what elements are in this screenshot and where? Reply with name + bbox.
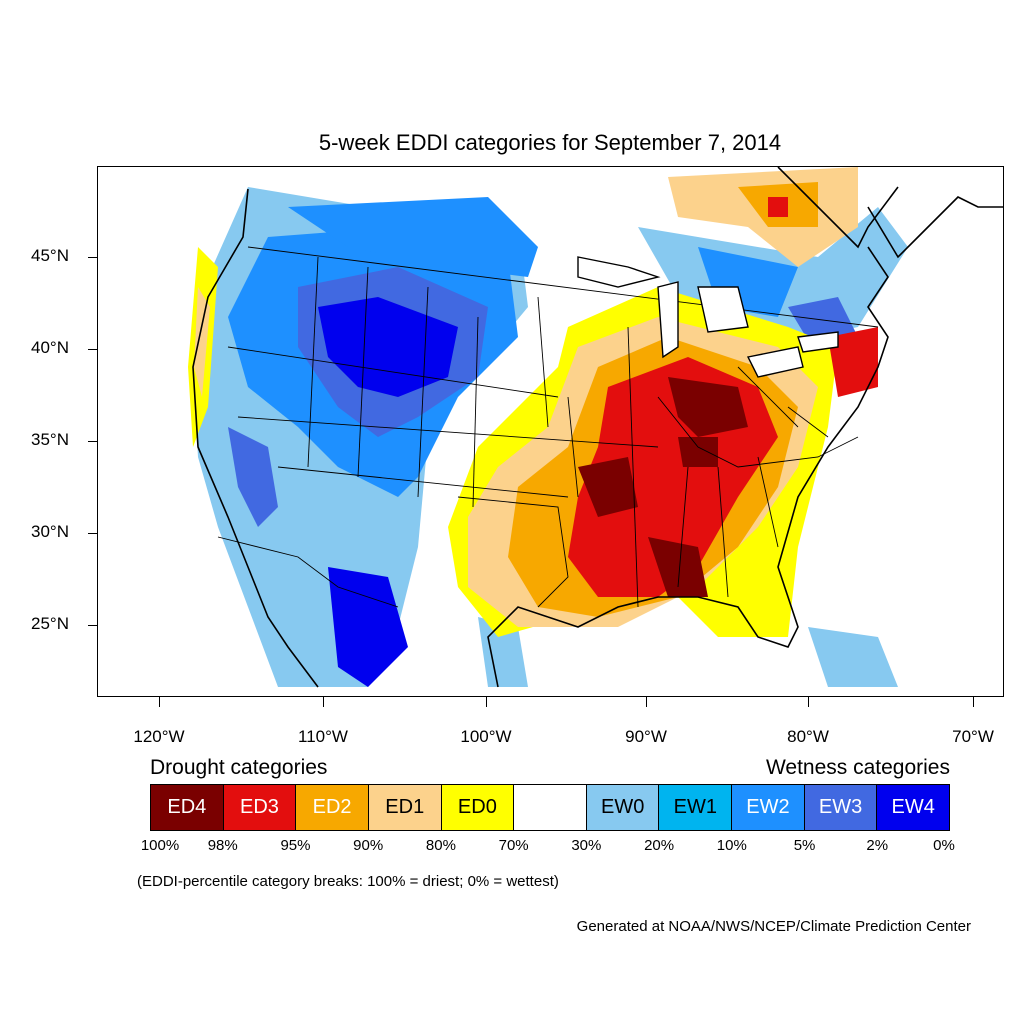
- wetness-categories-heading: Wetness categories: [765, 756, 950, 779]
- break-label: 0%: [933, 837, 955, 854]
- legend-swatch-ed1: ED1: [368, 785, 442, 830]
- legend-swatch-ed2: ED2: [296, 785, 369, 830]
- lat-tick-45: [88, 257, 97, 258]
- lon-tick-120: [159, 697, 160, 707]
- eddi-map-canvas: [188, 167, 1003, 688]
- break-label: 20%: [644, 837, 675, 854]
- eddi-map: [97, 166, 1004, 697]
- great-lakes: [577, 256, 839, 378]
- legend-swatch-ew2: EW2: [732, 785, 805, 830]
- break-label: 90%: [353, 837, 384, 854]
- legend-swatch-ed3: ED3: [223, 785, 297, 830]
- lon-tick-80: [808, 697, 809, 707]
- lon-tick-110: [323, 697, 324, 707]
- legend-swatch-ed0: ED0: [441, 785, 515, 830]
- state-borders: [217, 246, 879, 608]
- legend-swatch-ew3: EW3: [804, 785, 878, 830]
- legend-swatch-ed4: ED4: [151, 785, 224, 830]
- credit-line: Generated at NOAA/NWS/NCEP/Climate Predi…: [576, 918, 971, 935]
- lon-label-90: 90°W: [625, 727, 667, 746]
- break-label: 30%: [571, 837, 602, 854]
- lat-tick-40: [88, 349, 97, 350]
- legend-swatch-ew1: EW1: [659, 785, 733, 830]
- category-color-bar: ED4 ED3 ED2 ED1 ED0 EW0 EW1 EW2 EW3 EW4: [150, 784, 950, 831]
- break-label: 98%: [207, 837, 238, 854]
- lat-tick-35: [88, 441, 97, 442]
- break-label: 100%: [140, 837, 180, 854]
- lat-tick-25: [88, 625, 97, 626]
- drought-categories-heading: Drought categories: [150, 756, 328, 779]
- lat-label-30: 30°N: [31, 522, 69, 541]
- break-label: 2%: [866, 837, 889, 854]
- lon-tick-70: [973, 697, 974, 707]
- lat-label-25: 25°N: [31, 614, 69, 633]
- lat-label-35: 35°N: [31, 430, 69, 449]
- legend-swatch-ew4: EW4: [877, 785, 950, 830]
- lon-label-70: 70°W: [952, 727, 994, 746]
- coastlines: [192, 167, 1003, 688]
- break-label: 5%: [793, 837, 816, 854]
- break-label: 95%: [280, 837, 311, 854]
- lon-label-100: 100°W: [460, 727, 512, 746]
- break-label: 70%: [498, 837, 529, 854]
- wetness-regions: [193, 187, 538, 687]
- legend-swatch-ew0: EW0: [586, 785, 660, 830]
- break-label: 10%: [716, 837, 747, 854]
- map-title: 5-week EDDI categories for September 7, …: [318, 130, 782, 155]
- lon-label-80: 80°W: [787, 727, 829, 746]
- lon-tick-90: [646, 697, 647, 707]
- lon-tick-100: [486, 697, 487, 707]
- category-break-note: (EDDI-percentile category breaks: 100% =…: [137, 873, 559, 890]
- break-label: 80%: [425, 837, 456, 854]
- lon-label-120: 120°W: [133, 727, 185, 746]
- lat-label-45: 45°N: [31, 246, 69, 265]
- lat-label-40: 40°N: [31, 338, 69, 357]
- legend-swatch-neutral: [514, 785, 587, 830]
- lon-label-110: 110°W: [298, 727, 348, 746]
- lat-tick-30: [88, 533, 97, 534]
